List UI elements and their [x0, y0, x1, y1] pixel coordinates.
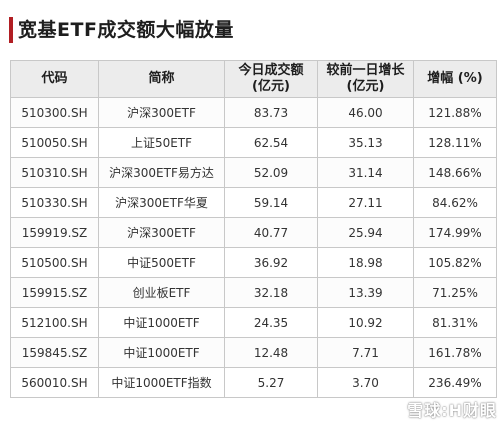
- header-name: 简称: [98, 60, 225, 98]
- cell-volume: 12.48: [224, 337, 318, 368]
- cell-pct: 161.78%: [413, 337, 497, 368]
- cell-pct: 84.62%: [413, 187, 497, 218]
- cell-name: 沪深300ETF: [98, 97, 225, 128]
- cell-increase: 46.00: [317, 97, 414, 128]
- table-header-row: 代码 简称 今日成交额 (亿元) 较前一日增长 (亿元) 增幅 (%): [10, 60, 497, 98]
- header-code: 代码: [10, 60, 99, 98]
- cell-increase: 27.11: [317, 187, 414, 218]
- header-volume: 今日成交额 (亿元): [224, 60, 318, 98]
- cell-code: 159919.SZ: [10, 217, 99, 248]
- etf-volume-table: 代码 简称 今日成交额 (亿元) 较前一日增长 (亿元) 增幅 (%) 510300…: [10, 60, 497, 398]
- cell-code: 560010.SH: [10, 367, 99, 398]
- header-increase-line2: (亿元): [346, 79, 385, 94]
- cell-increase: 7.71: [317, 337, 414, 368]
- cell-name: 沪深300ETF华夏: [98, 187, 225, 218]
- table-row: 159915.SZ 创业板ETF 32.18 13.39 71.25%: [10, 277, 497, 308]
- cell-code: 510310.SH: [10, 157, 99, 188]
- cell-pct: 71.25%: [413, 277, 497, 308]
- cell-volume: 24.35: [224, 307, 318, 338]
- table-row: 510050.SH 上证50ETF 62.54 35.13 128.11%: [10, 127, 497, 158]
- cell-increase: 13.39: [317, 277, 414, 308]
- watermark: 雪球:H财眼: [407, 401, 497, 420]
- header-increase-line1: 较前一日增长: [326, 63, 405, 78]
- cell-volume: 40.77: [224, 217, 318, 248]
- cell-increase: 3.70: [317, 367, 414, 398]
- cell-pct: 105.82%: [413, 247, 497, 278]
- table-row: 159845.SZ 中证1000ETF 12.48 7.71 161.78%: [10, 337, 497, 368]
- header-increase: 较前一日增长 (亿元): [317, 60, 414, 98]
- cell-increase: 35.13: [317, 127, 414, 158]
- header-volume-line1: 今日成交额: [238, 63, 304, 78]
- cell-name: 创业板ETF: [98, 277, 225, 308]
- cell-increase: 18.98: [317, 247, 414, 278]
- table-row: 560010.SH 中证1000ETF指数 5.27 3.70 236.49%: [10, 367, 497, 398]
- cell-pct: 148.66%: [413, 157, 497, 188]
- cell-code: 159845.SZ: [10, 337, 99, 368]
- cell-volume: 62.54: [224, 127, 318, 158]
- cell-volume: 5.27: [224, 367, 318, 398]
- cell-code: 510050.SH: [10, 127, 99, 158]
- cell-increase: 25.94: [317, 217, 414, 248]
- cell-name: 沪深300ETF易方达: [98, 157, 225, 188]
- table-row: 510500.SH 中证500ETF 36.92 18.98 105.82%: [10, 247, 497, 278]
- table-row: 159919.SZ 沪深300ETF 40.77 25.94 174.99%: [10, 217, 497, 248]
- cell-name: 上证50ETF: [98, 127, 225, 158]
- cell-pct: 174.99%: [413, 217, 497, 248]
- table-row: 510330.SH 沪深300ETF华夏 59.14 27.11 84.62%: [10, 187, 497, 218]
- cell-name: 中证500ETF: [98, 247, 225, 278]
- cell-pct: 81.31%: [413, 307, 497, 338]
- header-pct: 增幅 (%): [413, 60, 497, 98]
- table-row: 510310.SH 沪深300ETF易方达 52.09 31.14 148.66…: [10, 157, 497, 188]
- cell-volume: 32.18: [224, 277, 318, 308]
- cell-code: 510500.SH: [10, 247, 99, 278]
- cell-volume: 36.92: [224, 247, 318, 278]
- table-row: 510300.SH 沪深300ETF 83.73 46.00 121.88%: [10, 97, 497, 128]
- cell-name: 中证1000ETF指数: [98, 367, 225, 398]
- cell-pct: 236.49%: [413, 367, 497, 398]
- cell-code: 512100.SH: [10, 307, 99, 338]
- cell-volume: 52.09: [224, 157, 318, 188]
- cell-increase: 10.92: [317, 307, 414, 338]
- cell-code: 159915.SZ: [10, 277, 99, 308]
- page-title: 宽基ETF成交额大幅放量: [18, 19, 234, 41]
- cell-code: 510330.SH: [10, 187, 99, 218]
- title-bar: 宽基ETF成交额大幅放量: [0, 0, 501, 52]
- cell-pct: 128.11%: [413, 127, 497, 158]
- cell-code: 510300.SH: [10, 97, 99, 128]
- cell-pct: 121.88%: [413, 97, 497, 128]
- header-volume-line2: (亿元): [252, 79, 290, 94]
- cell-name: 中证1000ETF: [98, 337, 225, 368]
- cell-name: 中证1000ETF: [98, 307, 225, 338]
- cell-volume: 83.73: [224, 97, 318, 128]
- title-accent-bar: [9, 17, 13, 43]
- cell-name: 沪深300ETF: [98, 217, 225, 248]
- table-row: 512100.SH 中证1000ETF 24.35 10.92 81.31%: [10, 307, 497, 338]
- cell-volume: 59.14: [224, 187, 318, 218]
- cell-increase: 31.14: [317, 157, 414, 188]
